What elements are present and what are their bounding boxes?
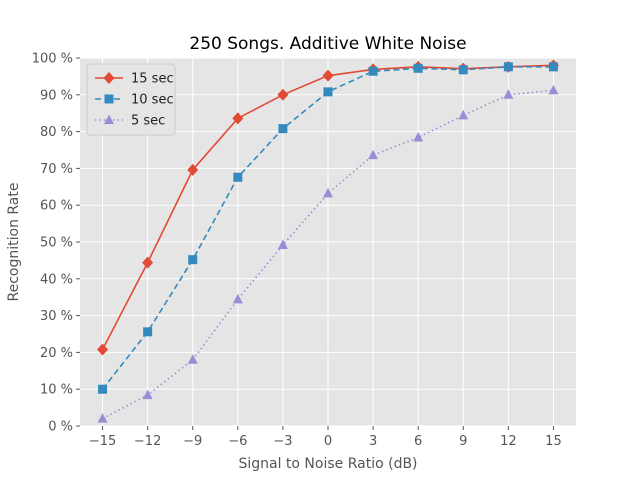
legend-marker-10-sec (104, 94, 114, 104)
data-point-5-sec (368, 149, 379, 160)
y-tick-label: 80 % (40, 125, 73, 140)
x-tick-label: −3 (273, 434, 292, 449)
data-point-15-sec (187, 163, 199, 176)
y-tick-label: 20 % (40, 346, 73, 361)
legend-marker-5-sec (104, 114, 114, 124)
series-layer (97, 59, 559, 423)
y-tick-label: 90 % (40, 88, 73, 103)
data-point-5-sec (413, 131, 424, 142)
data-point-15-sec (277, 88, 289, 101)
y-tick-label: 50 % (40, 236, 73, 251)
y-axis-label: Recognition Rate (6, 183, 22, 302)
x-tick-label: 12 (500, 434, 517, 449)
data-point-5-sec (97, 413, 108, 423)
x-tick-label: 3 (369, 434, 377, 449)
data-point-15-sec (322, 69, 334, 82)
x-tick-label: −9 (183, 434, 202, 449)
x-axis-label: Signal to Noise Ratio (dB) (238, 456, 417, 472)
data-point-10-sec (143, 327, 153, 337)
data-point-5-sec (232, 293, 243, 304)
data-point-10-sec (368, 66, 378, 76)
x-axis-ticks: −15 −12 −9 −6 −3 0 3 6 9 12 15 (89, 426, 562, 449)
y-axis-ticks: 0 % 10 % 20 % 30 % 40 % 50 % 60 % 70 % 80 % 90 % 1… (32, 52, 80, 435)
x-tick-label: −12 (134, 434, 161, 449)
data-point-15-sec (232, 112, 244, 125)
data-point-5-sec (277, 239, 288, 249)
data-point-10-sec (98, 384, 108, 394)
data-point-10-sec (323, 87, 333, 97)
data-point-15-sec (97, 343, 109, 356)
y-tick-label: 10 % (40, 383, 73, 398)
y-tick-label: 0 % (48, 420, 73, 435)
chart-title: 250 Songs. Additive White Noise (189, 34, 466, 54)
data-point-10-sec (503, 62, 513, 72)
y-tick-label: 70 % (40, 162, 73, 177)
legend-marker-15-sec (103, 72, 115, 84)
legend-label-10-sec: 10 sec (131, 93, 174, 108)
data-point-10-sec (233, 172, 243, 182)
data-point-10-sec (548, 62, 558, 72)
x-tick-label: −15 (89, 434, 116, 449)
y-tick-label: 30 % (40, 309, 73, 324)
data-point-5-sec (323, 187, 333, 198)
data-point-10-sec (188, 255, 198, 265)
x-tick-label: 15 (545, 434, 562, 449)
data-point-5-sec (458, 109, 469, 120)
x-tick-label: 6 (414, 434, 422, 449)
data-point-5-sec (142, 389, 153, 400)
y-tick-label: 40 % (40, 272, 73, 287)
y-tick-label: 60 % (40, 199, 73, 214)
x-tick-label: 9 (459, 434, 467, 449)
data-point-15-sec (142, 256, 154, 269)
data-point-5-sec (187, 354, 198, 364)
x-tick-label: 0 (324, 434, 332, 449)
data-point-5-sec (548, 84, 559, 95)
data-point-5-sec (503, 89, 514, 99)
x-tick-label: −6 (228, 434, 247, 449)
data-point-10-sec (278, 124, 288, 134)
legend-label-15-sec: 15 sec (131, 72, 174, 87)
data-point-10-sec (413, 63, 423, 73)
data-point-10-sec (458, 65, 468, 75)
legend: 15 sec 10 sec 5 sec (86, 63, 176, 136)
legend-label-5-sec: 5 sec (131, 114, 165, 129)
y-tick-label: 100 % (32, 52, 73, 67)
